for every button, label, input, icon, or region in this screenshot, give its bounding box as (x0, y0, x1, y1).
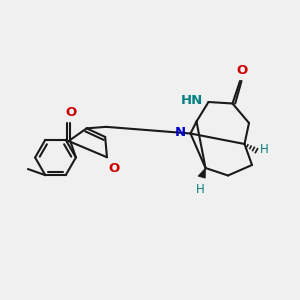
Text: O: O (109, 162, 120, 175)
Text: H: H (260, 142, 269, 156)
Text: O: O (236, 64, 247, 77)
Text: O: O (66, 106, 77, 119)
Text: H: H (196, 183, 205, 196)
Polygon shape (198, 168, 206, 178)
Text: N: N (175, 126, 186, 139)
Text: HN: HN (181, 94, 203, 107)
